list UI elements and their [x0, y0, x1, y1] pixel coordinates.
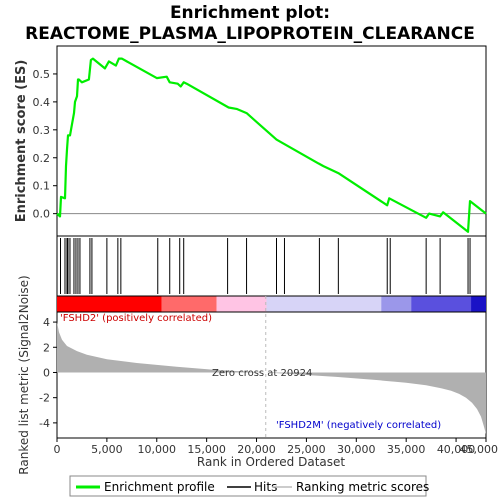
x-tick-label-6: 30,000 [337, 443, 376, 456]
heatmap-segment-2 [216, 296, 267, 312]
es-tick-label-0: 0.0 [33, 208, 51, 221]
hits-panel [56, 235, 487, 297]
es-tick-label-2: 0.2 [33, 152, 51, 165]
x-tick-label-4: 20,000 [237, 443, 276, 456]
chart-title-line1: Enrichment plot: [170, 3, 330, 23]
hit-marks [59, 238, 471, 294]
chart-title-line2: REACTOME_PLASMA_LIPOPROTEIN_CLEARANCE [25, 24, 475, 44]
x-tick-label-1: 5,000 [91, 443, 123, 456]
metric-tick-label-1: -2 [39, 392, 50, 405]
es-tick-label-1: 0.1 [33, 180, 51, 193]
metric-tick-label-4: 4 [43, 316, 50, 329]
metric-y-axis-label: Ranked list metric (Signal2Noise) [17, 275, 31, 474]
heatmap-segment-4 [381, 296, 412, 312]
x-tick-label-8: 40,000 [437, 443, 476, 456]
heatmap-segment-5 [411, 296, 472, 312]
legend: Enrichment profile Hits Ranking metric s… [69, 475, 429, 497]
negative-correlation-label: 'FSHD2M' (negatively correlated) [276, 420, 441, 431]
x-tick-label-2: 10,000 [138, 443, 177, 456]
x-tick-label-9: 45,000 [460, 443, 499, 456]
es-tick-label-4: 0.4 [33, 96, 51, 109]
x-tick-label-3: 15,000 [187, 443, 226, 456]
ranking-metric-series [57, 322, 486, 435]
heatmap-segment-6 [471, 296, 486, 312]
zero-cross-label: Zero cross at 20924 [212, 368, 312, 379]
es-panel [56, 45, 487, 237]
enrichment-profile-series [56, 57, 487, 233]
heatmap-segment-0 [57, 296, 162, 312]
ranking-metric-area [57, 296, 486, 438]
x-axis-ticks: 0 5,000 10,000 15,000 20,000 25,000 30,000 35,0… [54, 438, 499, 456]
legend-metric-label: Ranking metric scores [296, 480, 429, 494]
enrichment-profile-line [56, 57, 487, 233]
x-tick-label-0: 0 [54, 443, 61, 456]
es-y-axis-ticks: 0.0 0.1 0.2 0.3 0.4 0.5 [33, 68, 57, 221]
es-tick-label-5: 0.5 [33, 68, 51, 81]
legend-box [69, 475, 427, 497]
metric-tick-label-3: 2 [43, 341, 50, 354]
heatmap-segment-3 [266, 296, 382, 312]
legend-hits-label: Hits [254, 480, 277, 494]
x-tick-label-5: 25,000 [287, 443, 326, 456]
metric-tick-label-0: -4 [39, 417, 50, 430]
x-tick-label-7: 35,000 [387, 443, 426, 456]
rank-heatmap [57, 296, 486, 312]
heatmap-segment-1 [161, 296, 217, 312]
positive-correlation-label: 'FSHD2' (positively correlated) [60, 313, 212, 324]
metric-tick-label-2: 0 [43, 366, 50, 379]
metric-y-axis-ticks: -4 -2 0 2 4 [39, 316, 57, 430]
es-y-axis-label: Enrichment score (ES) [14, 60, 29, 223]
x-axis-label: Rank in Ordered Dataset [197, 455, 345, 469]
es-tick-label-3: 0.3 [33, 124, 51, 137]
legend-profile-label: Enrichment profile [104, 480, 215, 494]
